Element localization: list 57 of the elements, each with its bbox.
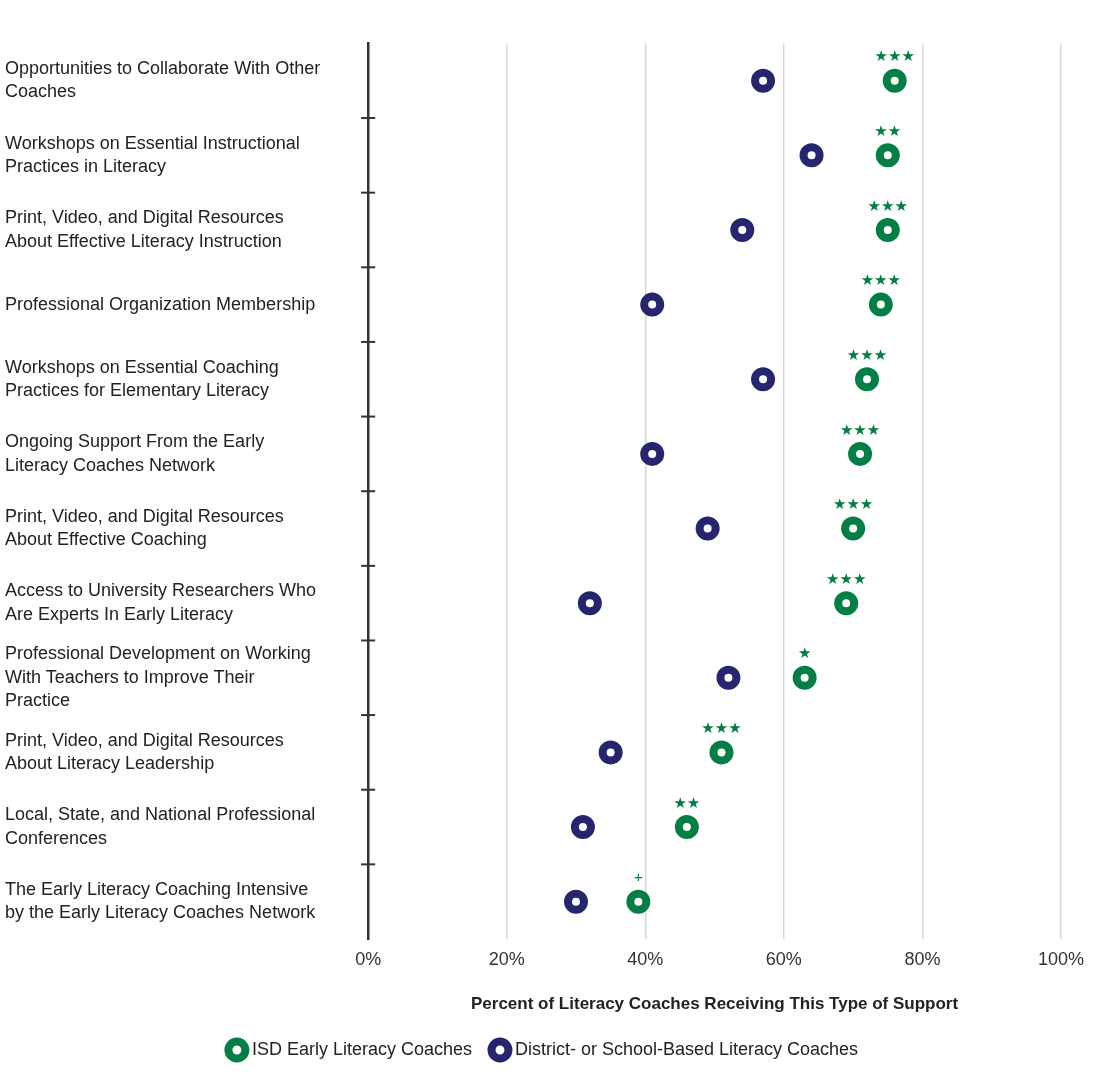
y-tick-label: Print, Video, and Digital Resources About Literacy Leadership <box>5 729 284 774</box>
x-tick-label: 0% <box>355 948 382 969</box>
point <box>841 516 866 541</box>
y-tick-label: Professional Development on Working With Teachers to Improve Their Practice <box>5 643 311 711</box>
point <box>564 889 588 914</box>
point <box>570 815 595 840</box>
point <box>709 740 734 765</box>
annotation: ★ <box>797 644 812 662</box>
point <box>716 665 741 690</box>
point <box>875 217 900 242</box>
y-tick-label: Print, Video, and Digital Resources About Effective Coaching <box>5 505 284 550</box>
annotation: ★★★ <box>860 271 902 289</box>
point <box>834 591 859 616</box>
point <box>640 292 665 317</box>
annotation: ★★★ <box>867 196 908 214</box>
point <box>854 367 879 392</box>
point <box>868 292 893 317</box>
annotation: ★★★ <box>846 345 888 363</box>
x-axis-title: Percent of Literacy Coaches Receiving This Type of Support <box>471 994 959 1014</box>
point <box>792 665 817 690</box>
point <box>799 143 824 168</box>
y-tick-label: Access to University Researchers Who Are Experts In Early Literacy <box>5 580 317 624</box>
x-tick-label: 80% <box>904 948 941 969</box>
y-tick-label: Local, State, and National Professional Conferences <box>5 804 316 848</box>
legend-label: ISD Early Literacy Coaches <box>251 1038 472 1059</box>
y-tick-label: Professional Organization Membership <box>5 293 316 314</box>
x-tick-label: 40% <box>627 948 664 969</box>
annotation: ★★★ <box>832 495 874 513</box>
x-tick-label: 60% <box>765 948 802 969</box>
point <box>626 889 651 914</box>
y-tick-label: Workshops on Essential Coaching Practices for Elementary Literacy <box>5 356 279 400</box>
y-tick-label: Opportunities to Collaborate With Other Coaches <box>5 57 321 102</box>
point <box>875 143 900 168</box>
legend-label: District- or School-Based Literacy Coaches <box>514 1038 859 1059</box>
annotation: ★★★ <box>839 420 881 438</box>
point <box>848 441 873 466</box>
annotation: ★★★ <box>701 719 742 737</box>
point <box>751 68 776 93</box>
annotation: + <box>633 868 643 886</box>
annotation: ★★★ <box>874 47 915 65</box>
y-tick-label: Workshops on Essential Instructional Practices in Literacy <box>5 132 300 177</box>
point <box>695 516 720 541</box>
y-tick-label: Ongoing Support From the Early Literacy Coaches Network <box>5 431 265 475</box>
annotation: ★★ <box>874 121 902 139</box>
point <box>640 441 665 466</box>
point <box>674 815 699 840</box>
annotation: ★★ <box>673 793 701 811</box>
y-tick-label: Print, Video, and Digital Resources About Effective Literacy Instruction <box>5 207 284 251</box>
point <box>730 217 755 242</box>
point <box>598 740 623 765</box>
x-tick-label: 100% <box>1037 948 1084 969</box>
point <box>751 367 776 392</box>
point <box>577 591 602 616</box>
y-tick-label: The Early Literacy Coaching Intensive by the Early Literacy Coaches Network <box>5 878 317 923</box>
annotation: ★★★ <box>826 569 867 587</box>
x-tick-label: 20% <box>488 948 525 969</box>
point <box>882 68 907 93</box>
